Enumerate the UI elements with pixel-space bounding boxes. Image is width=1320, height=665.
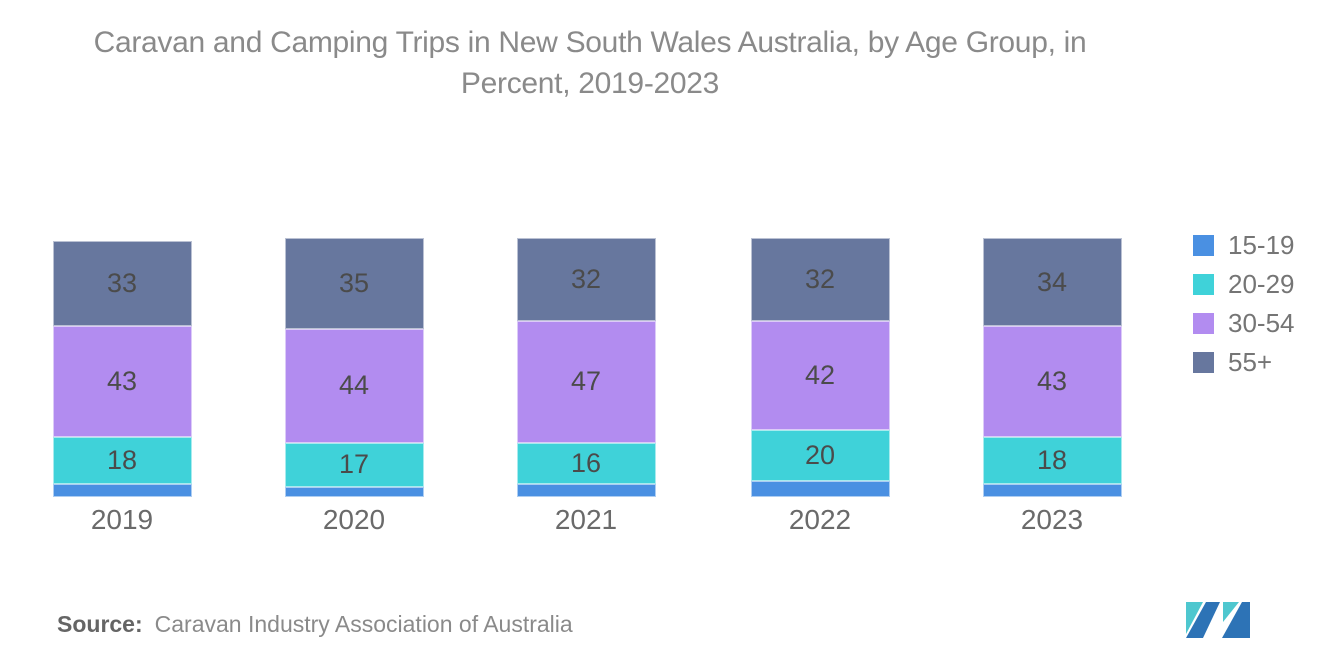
legend-item-30-54: 30-54: [1193, 308, 1295, 338]
stacked-bar-2019: 33 43 18: [52, 240, 192, 497]
bar-segment-15-19-2021: [516, 484, 656, 497]
bar-segment-55+-2020: 35: [284, 238, 424, 329]
bar-segment-30-54-2019: 43: [52, 326, 192, 438]
source-line: Source: Caravan Industry Association of A…: [57, 611, 573, 638]
segment-value-label: 18: [106, 445, 138, 476]
bar-segment-20-29-2022: 20: [750, 429, 890, 482]
legend-item-55+: 55+: [1193, 347, 1295, 377]
x-axis-label-2020: 2020: [322, 504, 386, 535]
segment-value-label: 35: [338, 267, 370, 298]
legend-swatch-icon: [1193, 351, 1214, 373]
legend-label: 15-19: [1228, 230, 1295, 260]
bar-segment-15-19-2020: [284, 486, 424, 497]
segment-value-label: 43: [1036, 366, 1068, 397]
bar-segment-55+-2019: 33: [52, 240, 192, 327]
source-text: Caravan Industry Association of Australi…: [154, 611, 573, 637]
legend-label: 30-54: [1228, 308, 1295, 338]
logo-teal-triangle-left: [1186, 602, 1203, 634]
legend: 15-19 20-29 30-54 55+: [1193, 230, 1295, 377]
bar-segment-30-54-2021: 47: [516, 320, 656, 443]
segment-value-label: 43: [106, 366, 138, 397]
legend-swatch-icon: [1193, 234, 1214, 256]
logo-blue-shape-right: [1222, 602, 1250, 638]
legend-swatch-icon: [1193, 273, 1214, 295]
bar-segment-20-29-2020: 17: [284, 442, 424, 487]
bar-segment-55+-2022: 32: [750, 238, 890, 321]
segment-value-label: 20: [804, 440, 836, 471]
logo-teal-triangle-middle: [1223, 602, 1239, 622]
segment-value-label: 47: [570, 366, 602, 397]
stacked-bar-2021: 32 47 16: [516, 238, 656, 497]
segment-value-label: 44: [338, 370, 370, 401]
bar-segment-20-29-2023: 18: [982, 437, 1122, 485]
bar-segment-15-19-2022: [750, 481, 890, 497]
bar-segment-20-29-2019: 18: [52, 437, 192, 485]
logo-blue-band-left: [1186, 602, 1220, 638]
legend-item-20-29: 20-29: [1193, 269, 1295, 299]
segment-value-label: 16: [570, 447, 602, 478]
x-axis-label-2019: 2019: [90, 504, 154, 535]
stacked-bar-2022: 32 42 20: [750, 238, 890, 497]
segment-value-label: 42: [804, 359, 836, 390]
legend-label: 55+: [1228, 347, 1273, 377]
x-axis-label-2021: 2021: [554, 504, 618, 535]
bar-segment-30-54-2020: 44: [284, 328, 424, 443]
legend-item-15-19: 15-19: [1193, 230, 1295, 260]
segment-value-label: 18: [1036, 445, 1068, 476]
segment-value-label: 17: [338, 449, 370, 480]
segment-value-label: 33: [106, 267, 138, 298]
bar-segment-30-54-2023: 43: [982, 326, 1122, 438]
bar-segment-30-54-2022: 42: [750, 320, 890, 430]
segment-value-label: 34: [1036, 266, 1068, 297]
mordor-intelligence-logo-icon: [1186, 602, 1250, 638]
segment-value-label: 32: [804, 263, 836, 294]
x-axis-label-2023: 2023: [1020, 504, 1084, 535]
stacked-bar-2020: 35 44 17: [284, 238, 424, 497]
stacked-bar-2023: 34 43 18: [982, 238, 1122, 497]
legend-label: 20-29: [1228, 269, 1295, 299]
bar-segment-55+-2023: 34: [982, 238, 1122, 327]
chart-title: Caravan and Camping Trips in New South W…: [0, 22, 1180, 104]
source-label: Source:: [57, 611, 143, 637]
bar-segment-20-29-2021: 16: [516, 442, 656, 485]
x-axis-label-2022: 2022: [788, 504, 852, 535]
segment-value-label: 32: [570, 263, 602, 294]
chart-title-line-1: Caravan and Camping Trips in New South W…: [93, 26, 1087, 59]
bar-segment-15-19-2019: [52, 484, 192, 497]
chart-title-line-2: Percent, 2019-2023: [460, 67, 720, 100]
bar-segment-55+-2021: 32: [516, 238, 656, 321]
bar-segment-15-19-2023: [982, 484, 1122, 497]
legend-swatch-icon: [1193, 312, 1214, 334]
